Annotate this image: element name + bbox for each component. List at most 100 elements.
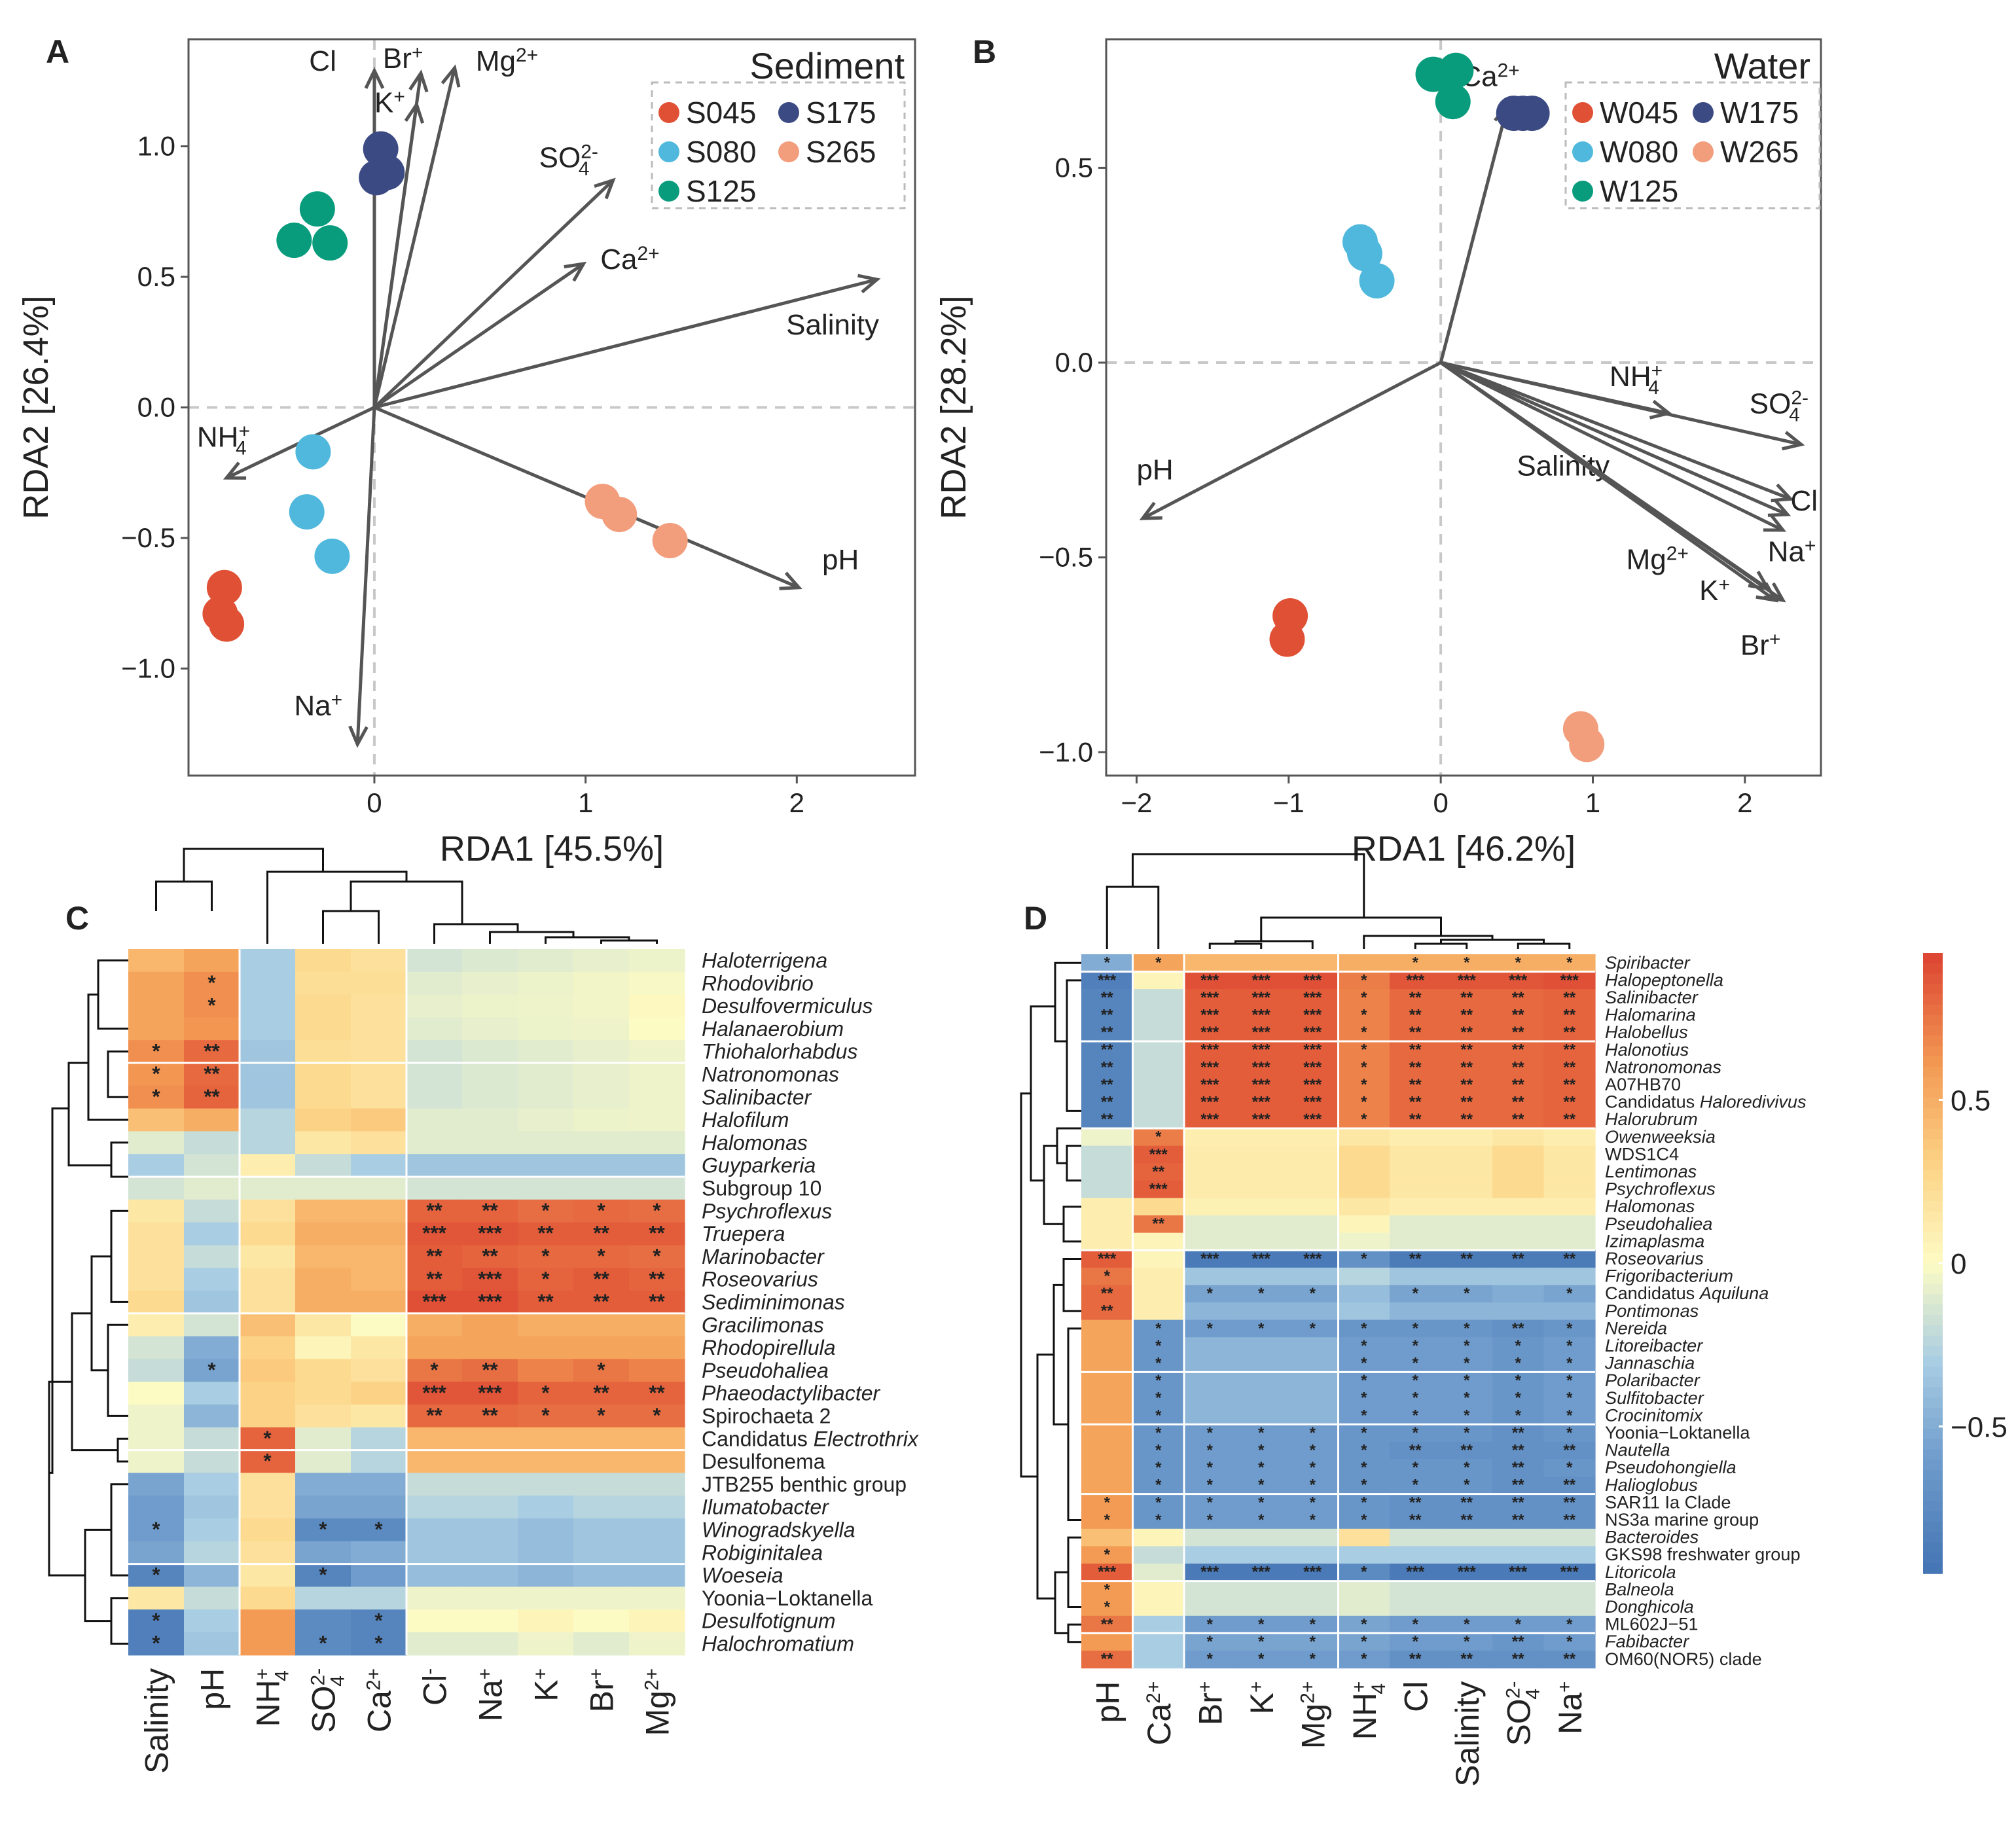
heat-cell — [1081, 1163, 1134, 1181]
heat-cell — [1184, 1302, 1236, 1321]
heat-cell — [518, 1586, 574, 1610]
heat-cell — [629, 949, 685, 973]
point-S265 — [652, 522, 688, 558]
sample-points — [202, 131, 688, 642]
heat-cell — [1338, 1615, 1390, 1634]
arrow-label-NH4+: NH+ 4 — [197, 420, 250, 459]
dendrogram-branch — [1062, 1258, 1081, 1312]
significance-mark: ** — [1512, 1076, 1524, 1094]
heat-cell — [406, 1131, 463, 1155]
heat-cell — [1287, 971, 1339, 990]
heat-cell — [1235, 1389, 1287, 1408]
arrow-Na+ — [1440, 361, 1784, 532]
heat-cell — [240, 1245, 296, 1268]
significance-mark: ** — [1101, 1041, 1113, 1059]
heat-cell — [1081, 1250, 1134, 1268]
heat-cell — [1492, 1006, 1545, 1024]
dendrogram-branch — [1067, 1536, 1081, 1608]
arrow-label-pH: pH — [1136, 454, 1173, 486]
heat-cell — [1390, 1615, 1442, 1634]
heat-cell — [1184, 1598, 1236, 1617]
heat-cell — [295, 1382, 351, 1405]
row-label: OM60(NOR5) clade — [1605, 1649, 1762, 1669]
heat-cell — [406, 994, 463, 1018]
heat-cell — [1132, 1041, 1185, 1060]
significance-mark: ** — [1460, 1007, 1473, 1024]
significance-mark: *** — [1252, 971, 1271, 989]
heat-cell — [1338, 1198, 1390, 1216]
significance-mark: *** — [478, 1381, 502, 1404]
significance-mark: * — [1515, 954, 1522, 972]
significance-mark: ** — [1512, 1424, 1524, 1442]
significance-mark: * — [541, 1245, 550, 1268]
significance-mark: ** — [1409, 1651, 1422, 1668]
point-S125 — [276, 223, 312, 259]
column-label-Cl: Cl — [1397, 1681, 1434, 1712]
heat-cell — [1492, 1041, 1545, 1060]
significance-mark: * — [1464, 954, 1470, 972]
heat-cell — [1287, 1111, 1339, 1129]
legend-label-W045: W045 — [1600, 96, 1678, 130]
heat-cell — [406, 1313, 463, 1337]
heat-cell — [1235, 1058, 1287, 1077]
heat-cell — [462, 1108, 518, 1132]
heat-cell — [1081, 1441, 1134, 1460]
significance-mark: ** — [1512, 1633, 1524, 1651]
heat-cell — [295, 1427, 351, 1451]
heat-cell — [462, 1131, 518, 1155]
significance-mark: * — [1515, 1355, 1522, 1372]
heat-cell — [1441, 1267, 1493, 1285]
heat-cell — [406, 1040, 463, 1064]
significance-mark: ** — [1101, 1302, 1113, 1320]
significance-mark: *** — [1200, 989, 1219, 1007]
colorbar-step — [1923, 1077, 1943, 1088]
heat-cell — [573, 1268, 630, 1291]
heat-cell — [1492, 1372, 1545, 1390]
heat-cell — [1235, 1528, 1287, 1547]
heat-cell — [1338, 1267, 1390, 1285]
significance-mark: * — [1413, 1355, 1419, 1372]
arrowhead-Salinity — [1771, 483, 1794, 503]
y-axis-title: RDA2 [26.4%] — [16, 295, 56, 519]
heat-cell — [462, 1199, 518, 1223]
heat-cell — [351, 1063, 407, 1086]
significance-mark: ** — [1563, 1477, 1575, 1494]
heat-cell — [295, 1586, 351, 1610]
significance-mark: * — [1310, 1459, 1316, 1477]
heat-cell — [295, 1336, 351, 1359]
heat-cell — [1390, 954, 1442, 973]
heat-cell — [1184, 1459, 1236, 1477]
significance-mark: ** — [1460, 1041, 1473, 1059]
significance-mark: * — [1310, 1633, 1316, 1651]
heat-cell — [1543, 1024, 1596, 1042]
heat-cell — [1184, 1041, 1236, 1060]
dendrogram-branch — [49, 1107, 69, 1474]
heat-cell — [1081, 1111, 1134, 1129]
arrowhead-SO42- — [1782, 431, 1805, 451]
heat-cell — [1543, 1232, 1596, 1251]
heat-cell — [1492, 1651, 1545, 1669]
heat-cell — [295, 1177, 351, 1200]
colorbar-step — [1923, 1191, 1943, 1202]
arrow-label-NH4+: NH+ 4 — [1610, 360, 1663, 399]
column-label-NH4+: NH+4 — [1346, 1681, 1390, 1740]
colorbar-step — [1923, 1294, 1943, 1305]
row-label: Natronomonas — [1605, 1056, 1721, 1077]
dendrogram-branch — [110, 1210, 128, 1303]
colorbar-step — [1923, 984, 1943, 995]
dendrogram-branch — [1208, 942, 1263, 949]
column-label-pH: pH — [194, 1668, 231, 1710]
significance-mark: *** — [1252, 1111, 1271, 1128]
significance-mark: * — [1464, 1355, 1470, 1372]
heat-cell — [462, 1427, 518, 1451]
heat-cell — [629, 1291, 685, 1314]
heat-cell — [351, 1245, 407, 1268]
point-W125 — [1438, 52, 1474, 88]
colorbar-step — [1923, 1273, 1943, 1285]
dendrogram-branch — [1363, 935, 1494, 949]
heat-cell — [1287, 1459, 1339, 1477]
significance-mark: ** — [1460, 1651, 1473, 1668]
heat-cell — [1492, 1424, 1545, 1443]
significance-mark: * — [1361, 1407, 1367, 1424]
heat-cell — [1390, 1267, 1442, 1285]
